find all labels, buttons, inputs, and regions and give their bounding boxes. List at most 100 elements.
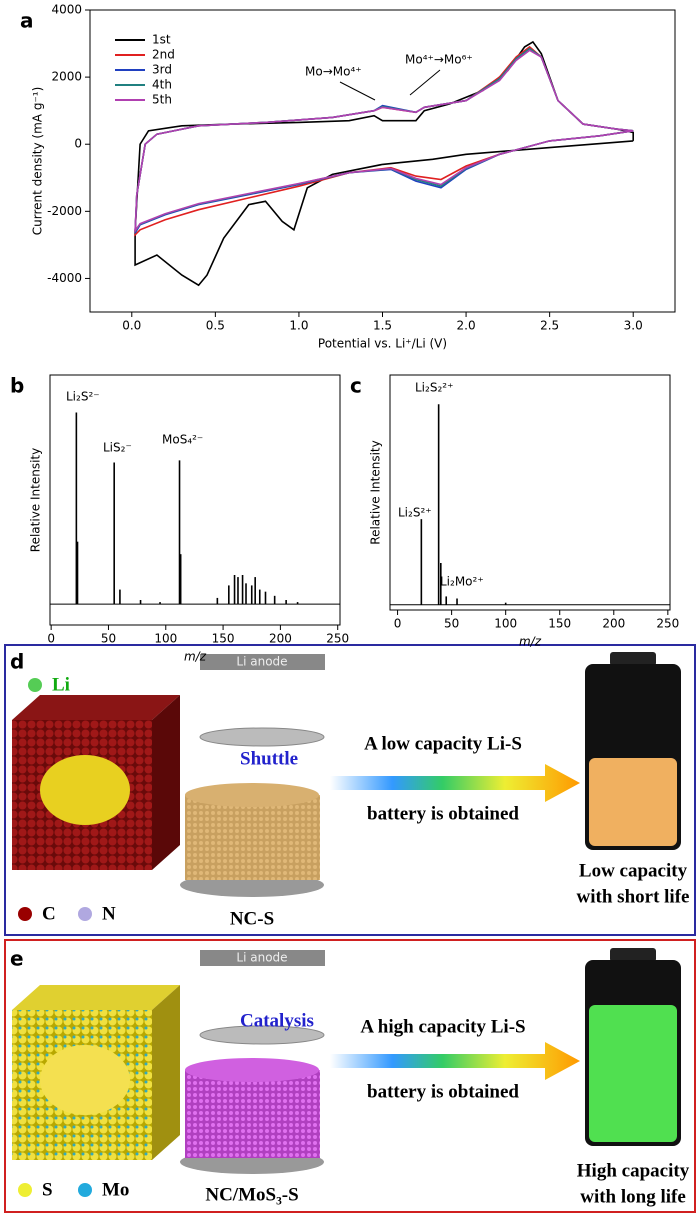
cube-top — [12, 985, 180, 1010]
li-ball — [28, 678, 42, 692]
y-tick-label: -2000 — [47, 204, 82, 218]
x-tick-label: 0 — [394, 617, 402, 631]
panel-label: b — [10, 374, 24, 398]
x-tick-label: 50 — [444, 617, 459, 631]
cube-top — [12, 695, 180, 720]
y-tick-label: 2000 — [51, 70, 82, 84]
x-tick-label: 100 — [494, 617, 517, 631]
result: with short life — [577, 886, 690, 907]
anode-plate — [200, 950, 325, 966]
x-tick-label: 0.0 — [122, 319, 141, 333]
anode-label: Li anode — [236, 655, 287, 669]
battery-cap — [610, 652, 656, 666]
core — [40, 1045, 130, 1115]
legend-s: S — [42, 1179, 53, 1200]
y-tick-label: -4000 — [47, 271, 82, 285]
panel-d: d Li C N Li anode Shuttle NC-S A low cap… — [4, 644, 696, 936]
legend-li: Li — [52, 674, 70, 695]
annotation: MoS₄²⁻ — [162, 433, 203, 447]
shuttle-label: Shuttle — [240, 748, 298, 769]
cv-curve — [134, 40, 634, 287]
x-tick-label: 2.5 — [540, 319, 559, 333]
annotation: Mo⁴⁺→Mo⁶⁺ — [405, 53, 473, 67]
result: High capacity — [577, 1160, 690, 1181]
cube-side — [152, 985, 180, 1160]
x-tick-label: 200 — [602, 617, 625, 631]
x-tick-label: 250 — [656, 617, 679, 631]
x-tick-label: 1.0 — [289, 319, 308, 333]
legend-label: 5th — [152, 93, 172, 107]
x-axis-label: m/z — [184, 650, 207, 664]
anode-label: Li anode — [236, 951, 287, 965]
arrow — [330, 764, 580, 802]
s-ball — [18, 1183, 32, 1197]
x-tick-label: 0 — [47, 632, 55, 646]
battery-level — [589, 758, 677, 846]
caption: NC-S — [230, 908, 274, 929]
host — [185, 795, 320, 880]
x-tick-label: 2.0 — [457, 319, 476, 333]
anode-plate — [200, 654, 325, 670]
annotation: Li₂S₂²⁺ — [415, 381, 453, 395]
legend-mo: Mo — [102, 1179, 129, 1200]
c-ball — [18, 907, 32, 921]
y-axis-label: Relative Intensity — [29, 448, 43, 552]
legend-label: 3rd — [152, 63, 172, 77]
host — [185, 1070, 320, 1158]
plate — [199, 727, 325, 747]
y-tick-label: 0 — [74, 137, 82, 151]
panel-label: d — [10, 650, 24, 674]
annotation: Li₂Mo²⁺ — [440, 575, 484, 589]
panel-label: a — [20, 9, 34, 33]
x-tick-label: 150 — [548, 617, 571, 631]
plot-frame — [389, 374, 671, 611]
annotation: LiS₂⁻ — [103, 441, 132, 455]
plate — [199, 1025, 325, 1045]
cv-curve — [134, 45, 634, 237]
battery-cap — [610, 948, 656, 962]
text-line: battery is obtained — [367, 803, 519, 824]
annotation-arrow — [339, 81, 376, 101]
n-ball — [78, 907, 92, 921]
annotation-arrow — [409, 69, 441, 96]
x-tick-label: 250 — [326, 632, 349, 646]
result: Low capacity — [579, 860, 688, 881]
mo-ball — [78, 1183, 92, 1197]
plot-frame — [49, 374, 341, 626]
text-line: A low capacity Li-S — [364, 733, 522, 754]
y-tick-label: 4000 — [51, 3, 82, 17]
text-line: battery is obtained — [367, 1081, 519, 1102]
caption: NC/MoS₃-S — [205, 1184, 298, 1205]
annotation: Mo→Mo⁴⁺ — [305, 65, 362, 79]
panel-border — [4, 644, 696, 936]
battery-level — [589, 1005, 677, 1142]
cv-curve — [134, 47, 634, 234]
panel-border — [4, 939, 696, 1213]
legend-n: N — [102, 903, 116, 924]
cv-curve — [134, 49, 634, 234]
x-tick-label: 1.5 — [373, 319, 392, 333]
x-tick-label: 0.5 — [206, 319, 225, 333]
host-top — [185, 1058, 319, 1082]
x-axis-label: m/z — [519, 635, 542, 649]
x-tick-label: 100 — [154, 632, 177, 646]
cube-side — [152, 695, 180, 870]
x-axis-label: Potential vs. Li⁺/Li (V) — [318, 337, 447, 351]
legend-label: 1st — [152, 33, 171, 47]
text-line: A high capacity Li-S — [360, 1016, 525, 1037]
x-tick-label: 3.0 — [624, 319, 643, 333]
x-tick-label: 150 — [212, 632, 235, 646]
annotation: Li₂S²⁻ — [66, 390, 100, 404]
arrow — [330, 1042, 580, 1080]
plot-frame — [89, 9, 676, 313]
host-top — [185, 783, 319, 807]
y-axis-label: Current density (mA g⁻¹) — [31, 87, 45, 236]
result: with long life — [580, 1186, 686, 1207]
x-tick-label: 200 — [269, 632, 292, 646]
catalysis-label: Catalysis — [240, 1010, 314, 1031]
core — [40, 755, 130, 825]
panel-label: e — [10, 947, 24, 971]
legend-label: 4th — [152, 78, 172, 92]
legend-c: C — [42, 903, 56, 924]
